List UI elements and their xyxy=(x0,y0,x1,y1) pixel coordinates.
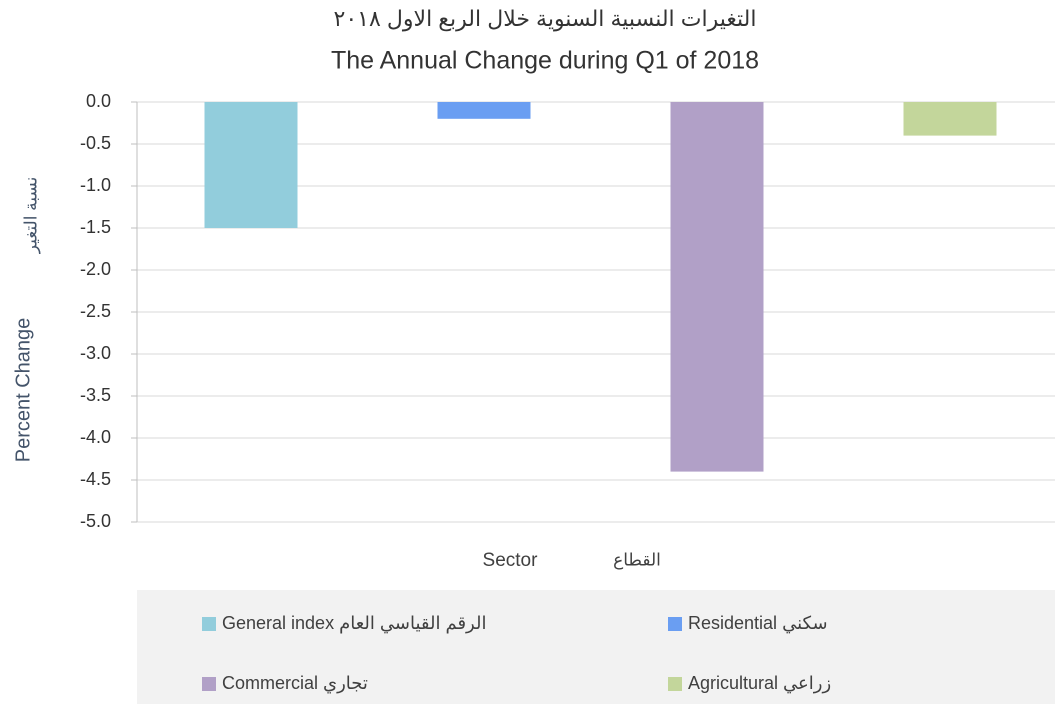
legend-label: General index الرقم القياسي العام xyxy=(222,613,486,634)
bar xyxy=(903,102,997,136)
y-tick-label: -1.5 xyxy=(80,217,111,237)
y-tick-label: -0.5 xyxy=(80,133,111,153)
legend-box xyxy=(137,590,1055,704)
y-tick-label: -3.0 xyxy=(80,343,111,363)
y-tick-label: -4.0 xyxy=(80,427,111,447)
y-axis-label-ar: نسبة التغير xyxy=(21,177,40,255)
y-axis-label: Percent Change xyxy=(12,318,34,463)
legend-swatch xyxy=(668,677,682,691)
y-tick-label: -4.5 xyxy=(80,469,111,489)
y-tick-label: -2.0 xyxy=(80,259,111,279)
bar xyxy=(437,102,531,119)
legend-label: Residential سكني xyxy=(688,613,828,634)
legend-label: Commercial تجاري xyxy=(222,673,368,694)
legend-swatch xyxy=(202,677,216,691)
y-tick-label: -3.5 xyxy=(80,385,111,405)
y-tick-label: -2.5 xyxy=(80,301,111,321)
bar xyxy=(670,102,764,472)
legend-swatch xyxy=(668,617,682,631)
x-axis-label-ar: القطاع xyxy=(613,550,661,570)
chart-subtitle: The Annual Change during Q1 of 2018 xyxy=(331,47,759,75)
chart-title: التغيرات النسبية السنوية خلال الربع الاو… xyxy=(334,6,757,31)
legend-label: Agricultural زراعي xyxy=(688,673,831,694)
y-tick-label: -5.0 xyxy=(80,511,111,531)
bar xyxy=(204,102,298,228)
x-axis-label: Sector xyxy=(483,550,539,571)
legend-swatch xyxy=(202,617,216,631)
y-tick-label: -1.0 xyxy=(80,175,111,195)
y-tick-label: 0.0 xyxy=(86,91,111,111)
